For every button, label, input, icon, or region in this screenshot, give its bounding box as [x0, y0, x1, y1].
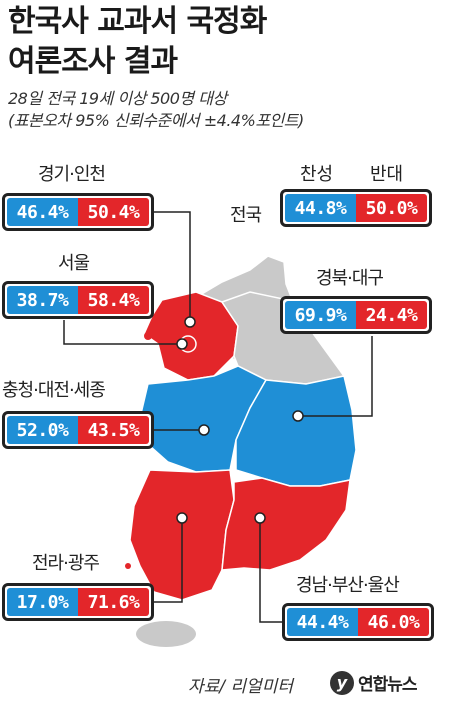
- oppose-value: 58.4%: [78, 286, 149, 314]
- map-gyeongnam-busan-ulsan: [221, 477, 351, 571]
- map-island: [144, 332, 152, 340]
- agree-value: 69.9%: [285, 301, 356, 329]
- subtitle-line-1: 28일 전국 19세 이상 500명 대상: [8, 89, 227, 108]
- oppose-value: 50.4%: [78, 198, 149, 226]
- map-dot-chungcheong: [198, 424, 210, 436]
- map-dot-gyeongbuk: [292, 410, 304, 422]
- agree-value: 46.4%: [7, 198, 78, 226]
- region-box-chungcheong: 52.0% 43.5%: [2, 411, 154, 449]
- map-dot-gyeonggi: [184, 316, 196, 328]
- agree-value: 52.0%: [7, 416, 78, 444]
- region-label-gyeongbuk-daegu: 경북·대구: [316, 268, 384, 289]
- agree-value: 38.7%: [7, 286, 78, 314]
- map-dot-seoul: [176, 338, 188, 350]
- agree-value: 17.0%: [7, 588, 78, 616]
- leader-line-gyeongnam: [259, 518, 290, 623]
- map-dot-jeolla: [176, 512, 188, 524]
- oppose-value: 50.0%: [356, 194, 427, 222]
- legend-oppose: 반대: [370, 164, 404, 185]
- region-box-gyeongbuk-daegu: 69.9% 24.4%: [280, 296, 432, 334]
- region-label-chungcheong: 충청·대전·세종: [2, 380, 106, 401]
- leader-line-gyeonggi: [154, 211, 191, 322]
- region-box-gyeonggi-incheon: 46.4% 50.4%: [2, 193, 154, 231]
- subtitle-line-2: (표본오차 95% 신뢰수준에서 ±4.4%포인트): [8, 111, 304, 130]
- region-box-jeolla-gwangju: 17.0% 71.6%: [2, 583, 154, 621]
- agree-value: 44.4%: [287, 608, 358, 636]
- map-island: [125, 563, 131, 569]
- oppose-value: 24.4%: [356, 301, 427, 329]
- oppose-value: 71.6%: [78, 588, 149, 616]
- region-label-gyeonggi-incheon: 경기·인천: [38, 164, 106, 185]
- region-box-seoul: 38.7% 58.4%: [2, 281, 154, 319]
- yonhap-logo-icon: y: [330, 670, 354, 695]
- leader-line-gyeongbuk: [298, 336, 373, 417]
- region-box-national: 44.8% 50.0%: [280, 189, 432, 227]
- agree-value: 44.8%: [285, 194, 356, 222]
- chart-title: 한국사 교과서 국정화 여론조사 결과: [8, 2, 267, 82]
- region-label-jeolla-gwangju: 전라·광주: [32, 553, 100, 574]
- region-label-gyeongnam-busan-ulsan: 경남·부산·울산: [296, 575, 400, 596]
- yonhap-logo-text: 연합뉴스: [358, 675, 418, 695]
- oppose-value: 46.0%: [358, 608, 429, 636]
- region-box-gyeongnam-busan-ulsan: 44.4% 46.0%: [282, 603, 434, 641]
- source-credit: 자료/ 리얼미터: [188, 677, 293, 697]
- region-label-national: 전국: [230, 205, 262, 226]
- yonhap-logo: y 연합뉴스: [330, 670, 418, 695]
- chart-subtitle: 28일 전국 19세 이상 500명 대상 (표본오차 95% 신뢰수준에서 ±…: [8, 88, 304, 132]
- map-jeju: [136, 621, 196, 647]
- title-line-2: 여론조사 결과: [8, 44, 178, 79]
- map-dot-gyeongnam: [254, 512, 266, 524]
- leader-line-jeolla: [150, 518, 183, 603]
- legend-agree: 찬성: [300, 164, 334, 185]
- region-label-seoul: 서울: [58, 253, 90, 274]
- leader-line-seoul: [63, 320, 182, 345]
- oppose-value: 43.5%: [78, 416, 149, 444]
- title-line-1: 한국사 교과서 국정화: [8, 4, 267, 39]
